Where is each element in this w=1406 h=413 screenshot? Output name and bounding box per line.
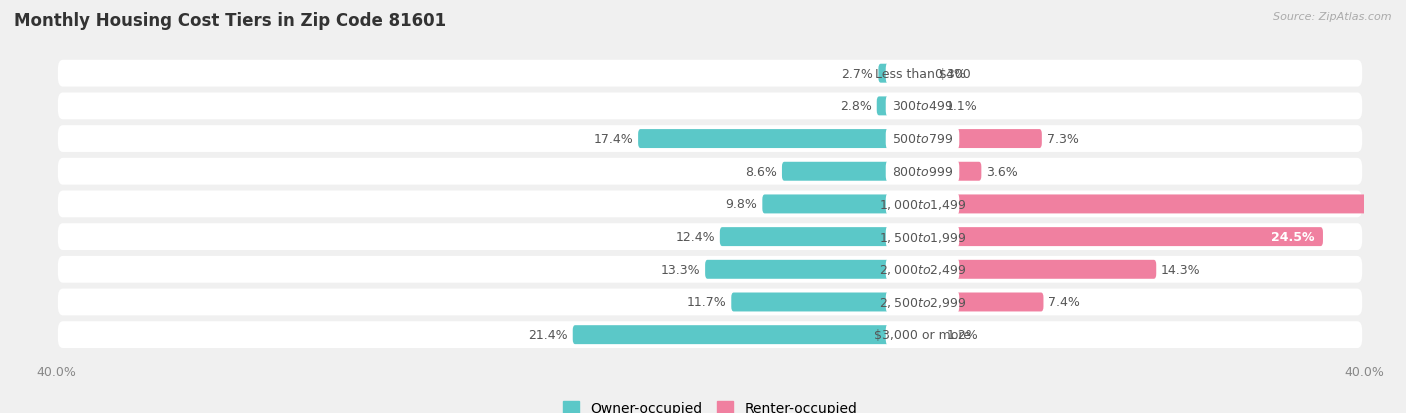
Text: 17.4%: 17.4% <box>593 133 633 146</box>
Text: 2.7%: 2.7% <box>842 68 873 81</box>
Text: $2,000 to $2,499: $2,000 to $2,499 <box>879 263 966 277</box>
FancyBboxPatch shape <box>572 325 922 344</box>
FancyBboxPatch shape <box>886 95 959 118</box>
FancyBboxPatch shape <box>922 195 1406 214</box>
Text: 1.1%: 1.1% <box>945 100 977 113</box>
FancyBboxPatch shape <box>886 323 959 346</box>
FancyBboxPatch shape <box>58 224 1362 250</box>
Text: Source: ZipAtlas.com: Source: ZipAtlas.com <box>1274 12 1392 22</box>
Text: $1,000 to $1,499: $1,000 to $1,499 <box>879 197 966 211</box>
FancyBboxPatch shape <box>877 97 922 116</box>
FancyBboxPatch shape <box>58 93 1362 120</box>
Text: 13.3%: 13.3% <box>661 263 700 276</box>
FancyBboxPatch shape <box>922 130 1042 149</box>
FancyBboxPatch shape <box>922 97 941 116</box>
FancyBboxPatch shape <box>58 256 1362 283</box>
Text: 3.6%: 3.6% <box>986 165 1018 178</box>
FancyBboxPatch shape <box>886 193 959 216</box>
Text: $2,500 to $2,999: $2,500 to $2,999 <box>879 295 966 309</box>
Text: 21.4%: 21.4% <box>529 328 568 341</box>
FancyBboxPatch shape <box>922 64 929 83</box>
Text: $800 to $999: $800 to $999 <box>891 165 953 178</box>
Text: 2.8%: 2.8% <box>839 100 872 113</box>
Text: $1,500 to $1,999: $1,500 to $1,999 <box>879 230 966 244</box>
Text: 14.3%: 14.3% <box>1161 263 1201 276</box>
FancyBboxPatch shape <box>886 291 959 313</box>
Text: 9.8%: 9.8% <box>725 198 758 211</box>
FancyBboxPatch shape <box>922 228 1323 247</box>
Text: Less than $300: Less than $300 <box>875 68 970 81</box>
FancyBboxPatch shape <box>886 63 959 85</box>
FancyBboxPatch shape <box>720 228 922 247</box>
FancyBboxPatch shape <box>58 289 1362 316</box>
FancyBboxPatch shape <box>706 260 922 279</box>
Text: 8.6%: 8.6% <box>745 165 778 178</box>
Text: 7.4%: 7.4% <box>1049 296 1080 309</box>
FancyBboxPatch shape <box>638 130 922 149</box>
Text: $300 to $499: $300 to $499 <box>891 100 953 113</box>
FancyBboxPatch shape <box>58 126 1362 152</box>
Text: 7.3%: 7.3% <box>1046 133 1078 146</box>
FancyBboxPatch shape <box>58 159 1362 185</box>
Text: $500 to $799: $500 to $799 <box>891 133 953 146</box>
FancyBboxPatch shape <box>922 325 942 344</box>
Text: 1.2%: 1.2% <box>948 328 979 341</box>
FancyBboxPatch shape <box>58 61 1362 88</box>
FancyBboxPatch shape <box>886 258 959 281</box>
Legend: Owner-occupied, Renter-occupied: Owner-occupied, Renter-occupied <box>557 396 863 413</box>
FancyBboxPatch shape <box>879 64 922 83</box>
FancyBboxPatch shape <box>886 160 959 183</box>
FancyBboxPatch shape <box>922 162 981 181</box>
FancyBboxPatch shape <box>58 191 1362 218</box>
FancyBboxPatch shape <box>886 128 959 151</box>
FancyBboxPatch shape <box>58 321 1362 348</box>
FancyBboxPatch shape <box>731 293 922 312</box>
Text: 12.4%: 12.4% <box>675 230 714 244</box>
FancyBboxPatch shape <box>922 260 1156 279</box>
Text: $3,000 or more: $3,000 or more <box>875 328 972 341</box>
Text: 24.5%: 24.5% <box>1271 230 1315 244</box>
FancyBboxPatch shape <box>922 293 1043 312</box>
FancyBboxPatch shape <box>886 225 959 249</box>
Text: Monthly Housing Cost Tiers in Zip Code 81601: Monthly Housing Cost Tiers in Zip Code 8… <box>14 12 446 30</box>
Text: 11.7%: 11.7% <box>686 296 727 309</box>
FancyBboxPatch shape <box>782 162 922 181</box>
Text: 0.4%: 0.4% <box>934 68 966 81</box>
FancyBboxPatch shape <box>762 195 922 214</box>
